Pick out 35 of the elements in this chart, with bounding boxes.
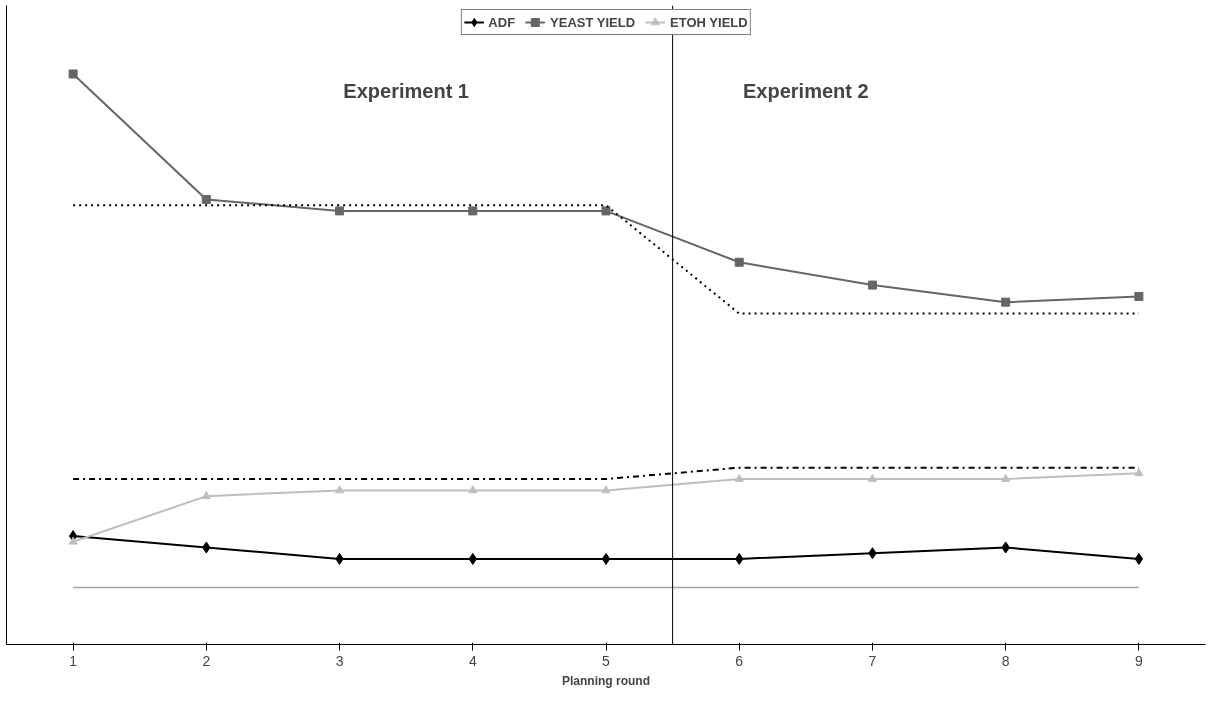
point [68, 69, 78, 79]
x-tick-label: 4 [468, 652, 477, 669]
point [201, 491, 211, 499]
point [601, 206, 611, 216]
point [335, 206, 345, 216]
x-tick-label: 5 [602, 652, 611, 669]
x-tick-label: 1 [69, 652, 78, 669]
point [734, 473, 744, 482]
point [1134, 552, 1144, 565]
point [601, 552, 611, 565]
legend-label: ADF [488, 14, 516, 30]
point [1134, 291, 1144, 301]
x-axis-title: Planning round [562, 673, 650, 688]
annotation: Experiment 1 [343, 80, 469, 103]
point [1001, 297, 1011, 307]
point [867, 473, 877, 482]
x-tick-label: 6 [735, 652, 744, 669]
legend-label: YEAST YIELD [550, 14, 636, 30]
x-tick-label: 9 [1135, 652, 1143, 669]
point [734, 257, 744, 267]
point [468, 485, 478, 494]
point [68, 536, 78, 545]
x-tick-label: 7 [868, 652, 877, 669]
x-tick-label: 3 [335, 652, 344, 669]
x-tick-label: 8 [1001, 652, 1010, 669]
point [335, 485, 345, 494]
point [201, 194, 211, 204]
annotation: Experiment 2 [743, 80, 869, 103]
point [601, 485, 611, 494]
point [867, 280, 877, 290]
legend-label: ETOH YIELD [670, 14, 748, 30]
point [1001, 473, 1011, 482]
point [1134, 468, 1144, 477]
x-tick-label: 2 [202, 652, 211, 669]
point [468, 206, 478, 216]
